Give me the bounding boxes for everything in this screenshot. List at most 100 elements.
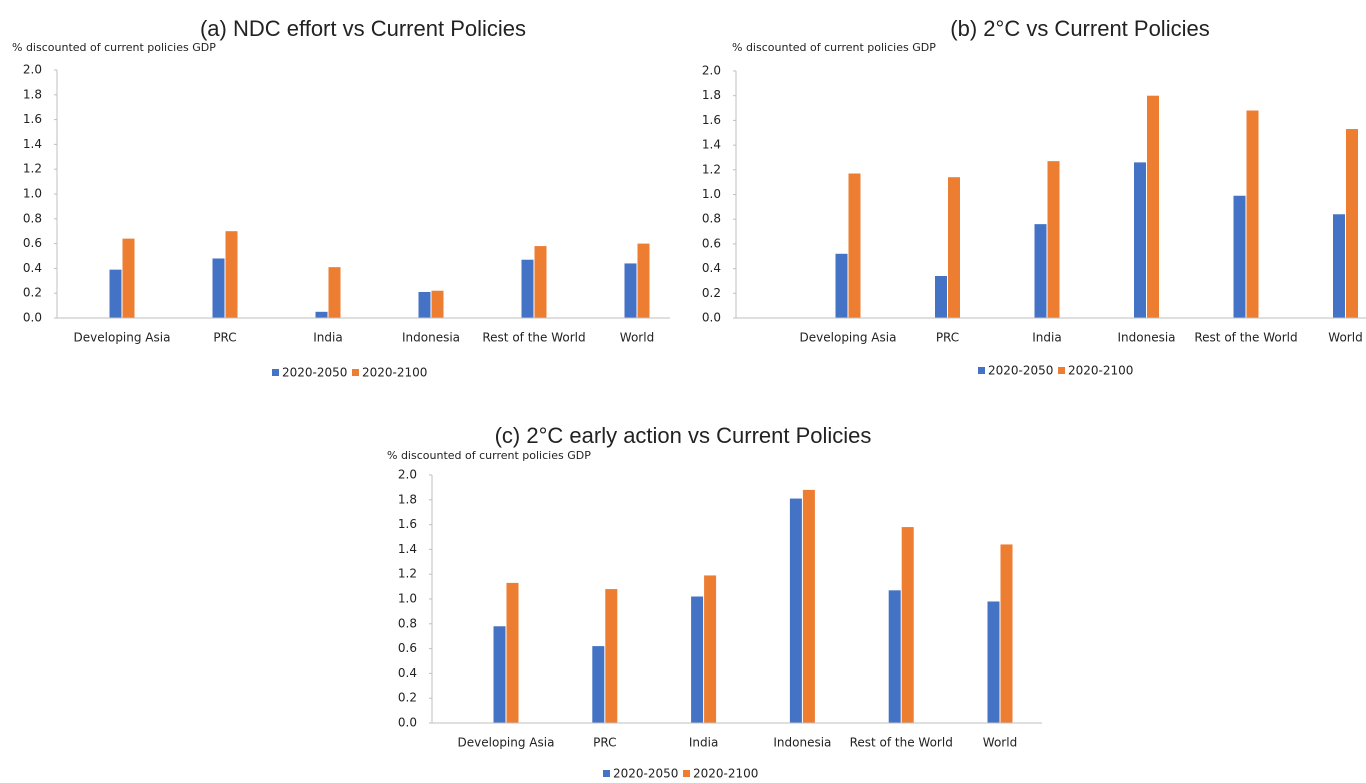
x-tick-label: PRC	[936, 331, 959, 345]
bar	[1134, 162, 1146, 318]
y-axis-label: % discounted of current policies GDP	[732, 41, 936, 54]
legend-swatch	[683, 770, 690, 777]
y-tick-label: 1.4	[23, 137, 42, 151]
legend-label: 2020-2100	[693, 767, 758, 781]
y-tick-label: 1.0	[23, 187, 42, 201]
bar	[1034, 224, 1047, 318]
legend-swatch	[978, 367, 985, 374]
y-tick-label: 0.8	[23, 211, 42, 225]
bar	[521, 259, 534, 318]
y-tick-label: 2.0	[702, 64, 721, 78]
y-tick-label: 2.0	[23, 63, 42, 77]
y-tick-label: 1.2	[398, 567, 417, 581]
y-tick-label: 1.4	[702, 138, 721, 152]
bar	[328, 267, 341, 318]
bar	[888, 590, 901, 723]
bar	[848, 173, 861, 318]
x-tick-label: PRC	[213, 331, 236, 345]
y-tick-label: 0.8	[702, 212, 721, 226]
y-tick-label: 1.2	[23, 162, 42, 176]
bar	[592, 646, 605, 723]
x-tick-label: Developing Asia	[800, 331, 897, 345]
y-axis-label: % discounted of current policies GDP	[12, 41, 216, 54]
y-tick-label: 1.8	[398, 492, 417, 506]
y-tick-label: 0.2	[23, 286, 42, 300]
y-tick-label: 0.0	[702, 311, 721, 325]
y-tick-label: 0.4	[702, 261, 721, 275]
x-tick-label: Indonesia	[1117, 331, 1175, 345]
y-tick-label: 2.0	[398, 468, 417, 482]
x-tick-label: Rest of the World	[850, 736, 953, 750]
y-tick-label: 1.6	[702, 113, 721, 127]
legend-swatch	[1058, 367, 1065, 374]
y-tick-label: 0.6	[23, 236, 42, 250]
y-tick-label: 1.0	[398, 592, 417, 606]
bar	[1246, 110, 1259, 319]
bar	[1346, 129, 1358, 318]
y-tick-label: 1.4	[398, 542, 417, 556]
bar	[637, 243, 650, 318]
x-tick-label: World	[620, 331, 654, 345]
x-tick-label: Rest of the World	[482, 331, 585, 345]
y-tick-label: 1.0	[702, 187, 721, 201]
bar	[225, 231, 238, 318]
bar	[122, 238, 135, 318]
y-tick-label: 0.8	[398, 616, 417, 630]
y-tick-label: 1.2	[702, 162, 721, 176]
y-tick-label: 0.0	[23, 311, 42, 325]
y-tick-label: 0.6	[702, 236, 721, 250]
x-tick-label: World	[983, 736, 1017, 750]
x-tick-label: PRC	[593, 736, 616, 750]
legend-label: 2020-2050	[613, 767, 678, 781]
x-tick-label: India	[689, 736, 718, 750]
bar	[212, 258, 225, 318]
bar	[1147, 95, 1159, 318]
x-tick-label: India	[1032, 331, 1061, 345]
bar	[1233, 195, 1246, 318]
legend-label: 2020-2050	[988, 364, 1053, 378]
legend-swatch	[603, 770, 610, 777]
chart-title: (a) NDC effort vs Current Policies	[200, 16, 526, 41]
chart-title: (b) 2°C vs Current Policies	[950, 16, 1209, 41]
bar	[948, 177, 960, 318]
y-axis-label: % discounted of current policies GDP	[387, 449, 591, 462]
bar	[935, 276, 947, 318]
x-tick-label: World	[1328, 331, 1362, 345]
bar	[534, 246, 547, 318]
bar	[605, 589, 618, 723]
bar	[109, 269, 122, 318]
x-tick-label: Developing Asia	[74, 331, 171, 345]
bar	[1333, 214, 1345, 318]
bar	[493, 626, 506, 723]
bar	[1047, 161, 1060, 318]
legend-label: 2020-2100	[362, 366, 427, 380]
bar	[1000, 544, 1013, 723]
bar	[418, 291, 431, 318]
y-tick-label: 0.2	[702, 286, 721, 300]
y-tick-label: 0.0	[398, 716, 417, 730]
y-tick-label: 0.2	[398, 691, 417, 705]
x-tick-label: Indonesia	[402, 331, 460, 345]
bar	[691, 596, 704, 723]
y-tick-label: 1.6	[23, 112, 42, 126]
bar	[789, 498, 802, 723]
bar	[835, 253, 848, 318]
bar	[704, 575, 717, 723]
y-tick-label: 0.4	[23, 261, 42, 275]
chart-title: (c) 2°C early action vs Current Policies	[495, 423, 872, 448]
x-tick-label: India	[313, 331, 342, 345]
y-tick-label: 0.4	[398, 666, 417, 680]
bar	[431, 290, 444, 318]
bar	[987, 601, 1000, 723]
bar	[624, 263, 637, 318]
legend-label: 2020-2050	[282, 366, 347, 380]
x-tick-label: Rest of the World	[1194, 331, 1297, 345]
x-tick-label: Developing Asia	[458, 736, 555, 750]
y-tick-label: 1.8	[23, 87, 42, 101]
y-tick-label: 1.6	[398, 517, 417, 531]
legend-label: 2020-2100	[1068, 364, 1133, 378]
x-tick-label: Indonesia	[773, 736, 831, 750]
legend-swatch	[352, 369, 359, 376]
bar	[802, 489, 815, 723]
